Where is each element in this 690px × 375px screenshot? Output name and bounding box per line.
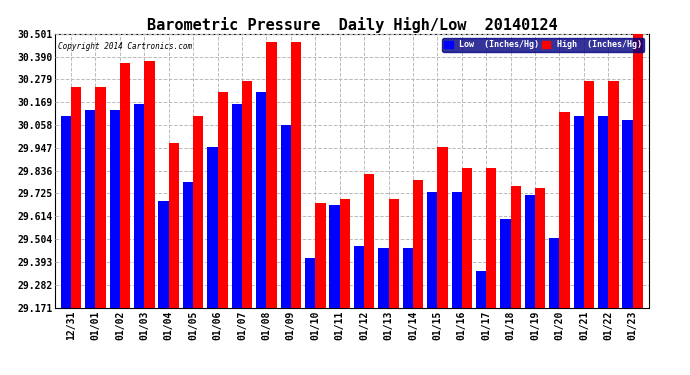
- Bar: [364, 174, 375, 308]
- Bar: [486, 168, 497, 308]
- Text: Copyright 2014 Cartronics.com: Copyright 2014 Cartronics.com: [58, 42, 193, 51]
- Bar: [291, 42, 301, 308]
- Bar: [193, 116, 204, 308]
- Bar: [207, 147, 217, 308]
- Bar: [403, 248, 413, 308]
- Bar: [110, 110, 120, 308]
- Bar: [217, 92, 228, 308]
- Bar: [437, 147, 448, 308]
- Bar: [339, 199, 350, 308]
- Bar: [183, 182, 193, 308]
- Bar: [525, 195, 535, 308]
- Bar: [159, 201, 169, 308]
- Bar: [388, 199, 399, 308]
- Title: Barometric Pressure  Daily High/Low  20140124: Barometric Pressure Daily High/Low 20140…: [146, 16, 558, 33]
- Bar: [378, 248, 388, 308]
- Bar: [462, 168, 472, 308]
- Bar: [242, 81, 253, 308]
- Bar: [86, 110, 95, 308]
- Bar: [61, 116, 71, 308]
- Bar: [500, 219, 511, 308]
- Bar: [256, 92, 266, 308]
- Legend: Low  (Inches/Hg), High  (Inches/Hg): Low (Inches/Hg), High (Inches/Hg): [442, 38, 644, 52]
- Bar: [560, 112, 570, 308]
- Bar: [232, 104, 242, 308]
- Bar: [633, 34, 643, 308]
- Bar: [511, 186, 521, 308]
- Bar: [95, 87, 106, 308]
- Bar: [427, 192, 437, 308]
- Bar: [598, 116, 609, 308]
- Bar: [329, 205, 339, 308]
- Bar: [281, 124, 291, 308]
- Bar: [305, 258, 315, 308]
- Bar: [134, 104, 144, 308]
- Bar: [144, 61, 155, 308]
- Bar: [609, 81, 618, 308]
- Bar: [354, 246, 364, 308]
- Bar: [169, 143, 179, 308]
- Bar: [584, 81, 594, 308]
- Bar: [476, 271, 486, 308]
- Bar: [120, 63, 130, 308]
- Bar: [622, 120, 633, 308]
- Bar: [573, 116, 584, 308]
- Bar: [266, 42, 277, 308]
- Bar: [315, 203, 326, 308]
- Bar: [71, 87, 81, 308]
- Bar: [451, 192, 462, 308]
- Bar: [535, 188, 545, 308]
- Bar: [413, 180, 423, 308]
- Bar: [549, 238, 560, 308]
